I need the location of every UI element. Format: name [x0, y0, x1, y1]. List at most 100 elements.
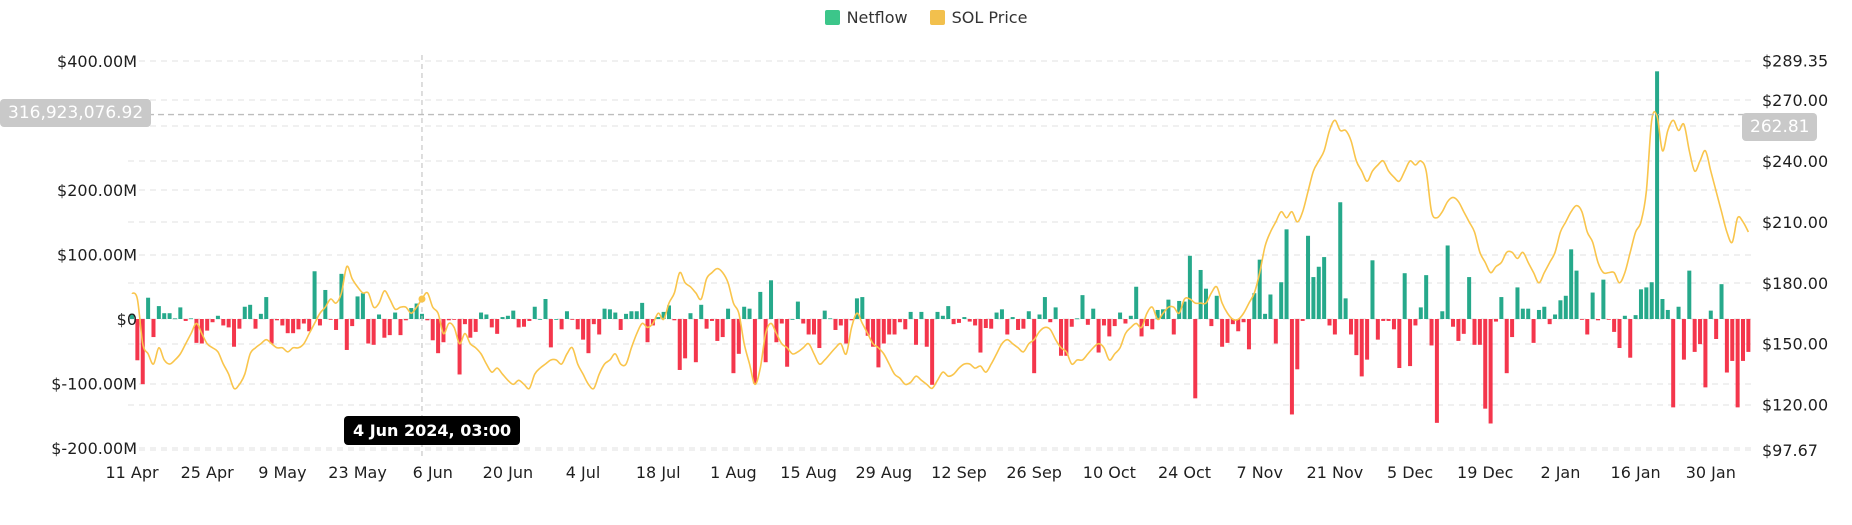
outflow-bar [436, 319, 441, 354]
inflow-bar [1311, 277, 1316, 319]
legend-item-sol-price[interactable]: SOL Price [929, 8, 1027, 27]
outflow-bar [1483, 319, 1488, 409]
outflow-bar [887, 319, 892, 335]
outflow-bar [1375, 319, 1380, 340]
x-tick-label: 30 Jan [1686, 463, 1736, 482]
outflow-bar [1332, 319, 1337, 335]
outflow-bar [1596, 319, 1601, 321]
inflow-bar [1424, 275, 1429, 319]
right-y-tick-label: $120.00 [1762, 396, 1828, 415]
outflow-bar [296, 319, 301, 330]
inflow-bar [1563, 295, 1568, 319]
outflow-bar [1085, 319, 1090, 325]
outflow-bar [897, 319, 902, 323]
outflow-bar [978, 319, 983, 353]
outflow-bar [876, 319, 881, 368]
inflow-bar [543, 299, 548, 319]
x-tick-label: 29 Aug [855, 463, 912, 482]
outflow-bar [473, 319, 478, 332]
outflow-bar [903, 319, 908, 330]
crosshair [128, 55, 1752, 460]
inflow-bar [1091, 308, 1096, 319]
inflow-bar [1402, 273, 1407, 319]
legend-item-netflow[interactable]: Netflow [824, 8, 908, 27]
inflow-bar [1467, 277, 1472, 319]
inflow-bar [1322, 257, 1327, 319]
inflow-bar [312, 271, 317, 319]
inflow-bar [1536, 309, 1541, 319]
x-tick-label: 1 Aug [710, 463, 757, 482]
inflow-bar [377, 314, 382, 319]
outflow-bar [591, 319, 596, 325]
outflow-bar [618, 319, 623, 330]
legend-label-netflow: Netflow [846, 8, 908, 27]
inflow-bar [1719, 284, 1724, 319]
outflow-bar [1391, 319, 1396, 330]
inflow-bar [1279, 282, 1284, 319]
inflow-bar [999, 309, 1004, 319]
inflow-bar [1622, 315, 1627, 319]
inflow-bar [624, 313, 629, 319]
inflow-bar [1445, 245, 1450, 319]
outflow-bar [817, 319, 822, 349]
outflow-bar [833, 319, 838, 330]
outflow-bar [1461, 319, 1466, 334]
outflow-bar [930, 319, 935, 385]
outflow-bar [1397, 319, 1402, 369]
outflow-bar [210, 319, 215, 323]
inflow-bar [1343, 298, 1348, 319]
crosshair-date-tooltip: 4 Jun 2024, 03:00 [344, 416, 521, 445]
inflow-bar [699, 304, 704, 319]
outflow-bar [801, 319, 806, 324]
outflow-bar [1005, 319, 1010, 335]
outflow-bar [1451, 319, 1456, 327]
inflow-bar [962, 317, 967, 319]
outflow-bar [1289, 319, 1294, 415]
inflow-bar [828, 318, 833, 320]
inflow-bar [1042, 297, 1047, 319]
inflow-bar [162, 313, 167, 319]
inflow-bar [189, 318, 194, 320]
inflow-bar [1134, 286, 1139, 319]
inflow-bar [1574, 270, 1579, 319]
inflow-bar [1660, 299, 1665, 319]
outflow-bar [301, 319, 306, 324]
outflow-bar [1703, 319, 1708, 388]
inflow-bar [1010, 317, 1015, 319]
inflow-bar [908, 311, 913, 319]
inflow-bar [1187, 255, 1192, 319]
outflow-bar [785, 319, 790, 367]
inflow-bar [1601, 279, 1606, 319]
outflow-bar [205, 319, 210, 331]
outflow-bar [1021, 319, 1026, 329]
inflow-bar [1655, 71, 1660, 319]
outflow-bar [430, 319, 435, 341]
outflow-bar [1628, 319, 1633, 358]
outflow-bar [924, 319, 929, 347]
left-y-tick-label: $-100.00M [51, 375, 137, 394]
outflow-bar [1434, 319, 1439, 423]
left-y-tick-label: $200.00M [57, 181, 137, 200]
outflow-bar [140, 319, 145, 385]
inflow-bar [1708, 310, 1713, 319]
inflow-bar [994, 312, 999, 319]
outflow-bar [715, 319, 720, 341]
inflow-bar [747, 308, 752, 319]
outflow-bar [693, 319, 698, 363]
outflow-bar [1671, 319, 1676, 408]
outflow-bar [1692, 319, 1697, 352]
outflow-bar [1241, 319, 1246, 323]
inflow-bar [935, 311, 940, 319]
outflow-bar [1246, 319, 1251, 350]
inflow-bar [1644, 287, 1649, 319]
outflow-bar [199, 319, 204, 344]
outflow-bar [1064, 319, 1069, 356]
outflow-bar [522, 319, 527, 327]
outflow-bar [382, 319, 387, 338]
outflow-bar [1144, 319, 1149, 327]
right-y-axis: $289.35 $270.00 $240.00 $210.00 $180.00 $150.… [1762, 52, 1828, 460]
outflow-bar [307, 319, 312, 332]
inflow-bar [1338, 202, 1343, 319]
outflow-bar [1230, 319, 1235, 325]
